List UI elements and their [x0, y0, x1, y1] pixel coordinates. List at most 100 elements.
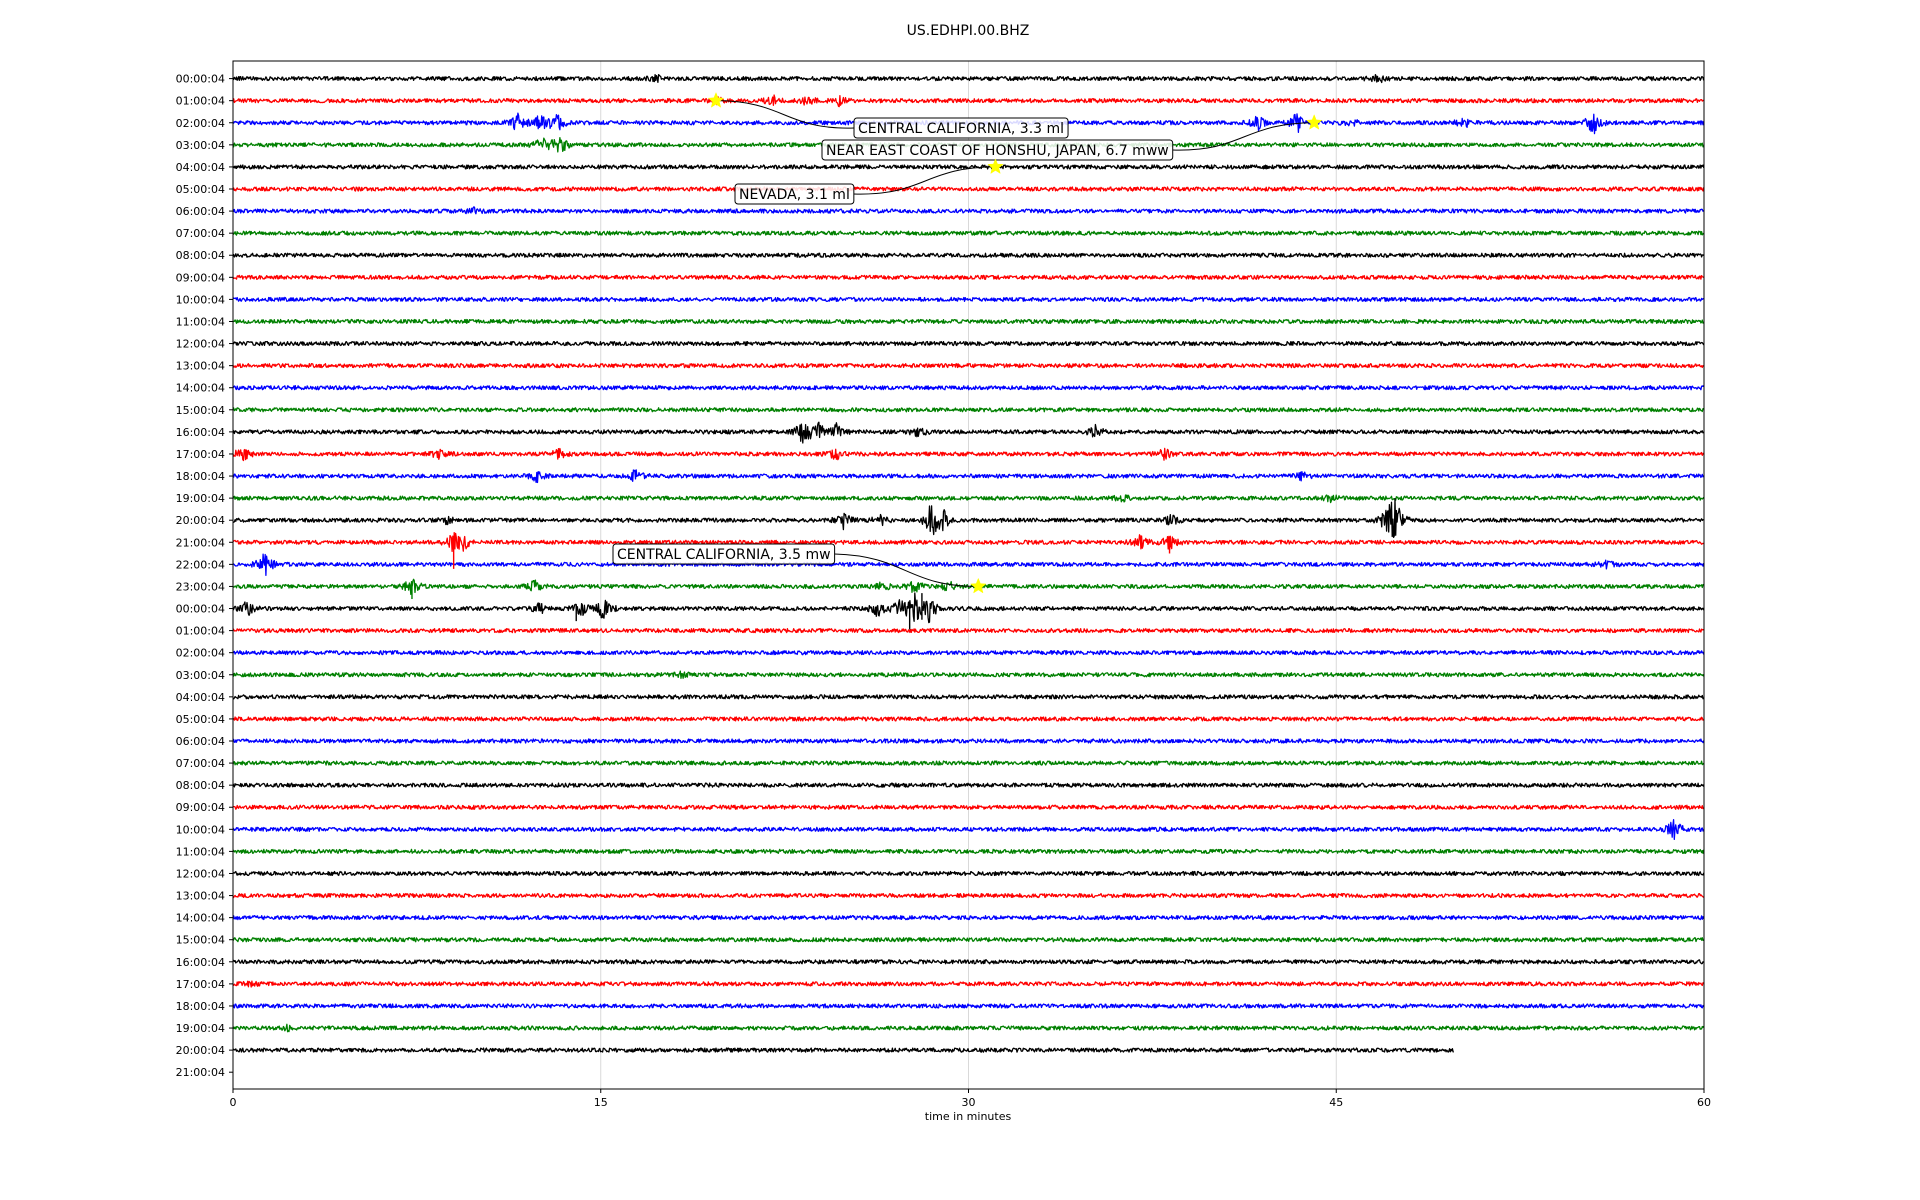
- row-label-2: 02:00:04: [176, 117, 225, 130]
- row-label-10: 10:00:04: [176, 293, 225, 306]
- event-annotation-2: NEVADA, 3.1 ml: [734, 158, 1004, 205]
- row-label-14: 14:00:04: [176, 382, 225, 395]
- row-label-4: 04:00:04: [176, 161, 225, 174]
- trace-row-32: [232, 782, 1705, 788]
- row-label-12: 12:00:04: [176, 338, 225, 351]
- trace-row-33: [232, 804, 1705, 810]
- row-label-30: 06:00:04: [176, 735, 225, 748]
- row-label-13: 13:00:04: [176, 360, 225, 373]
- trace-row-39: [232, 937, 1704, 943]
- trace-row-25: [232, 627, 1705, 634]
- row-label-8: 08:00:04: [176, 249, 225, 262]
- row-label-20: 20:00:04: [176, 514, 225, 527]
- trace-row-13: [232, 363, 1705, 369]
- trace-row-38: [232, 915, 1705, 921]
- x-tick-label-30: 30: [962, 1096, 976, 1109]
- row-label-25: 01:00:04: [176, 625, 225, 638]
- event-annotation-3: CENTRAL CALIFORNIA, 3.5 mw: [612, 543, 987, 594]
- row-label-7: 07:00:04: [176, 227, 225, 240]
- event-star-icon-2: [987, 158, 1004, 174]
- row-label-0: 00:00:04: [176, 73, 225, 86]
- row-label-23: 23:00:04: [176, 580, 225, 593]
- trace-row-34: [232, 818, 1705, 841]
- trace-row-29: [232, 716, 1705, 722]
- event-label-2: NEVADA, 3.1 ml: [739, 187, 850, 203]
- row-label-15: 15:00:04: [176, 404, 225, 417]
- event-star-icon-1: [1305, 114, 1323, 130]
- event-connector-0: [715, 100, 855, 129]
- x-axis-ticks: 0 15 30 45 60: [230, 1089, 1711, 1109]
- trace-row-41: [232, 980, 1705, 988]
- event-connector-1: [1172, 122, 1315, 151]
- event-annotations: CENTRAL CALIFORNIA, 3.3 ml NEAR EAST COAS…: [612, 92, 1323, 594]
- trace-row-36: [232, 870, 1705, 877]
- trace-row-14: [232, 385, 1705, 391]
- row-label-33: 09:00:04: [176, 801, 225, 814]
- trace-row-42: [232, 1003, 1705, 1009]
- row-label-16: 16:00:04: [176, 426, 225, 439]
- trace-row-19: [232, 494, 1705, 504]
- x-axis-label: time in minutes: [925, 1110, 1012, 1123]
- row-label-37: 13:00:04: [176, 890, 225, 903]
- event-annotation-1: NEAR EAST COAST OF HONSHU, JAPAN, 6.7 mw…: [821, 114, 1323, 161]
- row-label-42: 18:00:04: [176, 1000, 225, 1013]
- row-label-45: 21:00:04: [176, 1066, 225, 1079]
- row-label-11: 11:00:04: [176, 315, 225, 328]
- row-label-44: 20:00:04: [176, 1044, 225, 1057]
- row-label-21: 21:00:04: [176, 536, 225, 549]
- row-label-9: 09:00:04: [176, 271, 225, 284]
- x-tick-label-15: 15: [594, 1096, 608, 1109]
- row-label-18: 18:00:04: [176, 470, 225, 483]
- row-label-35: 11:00:04: [176, 845, 225, 858]
- trace-row-24: [232, 592, 1705, 624]
- trace-row-10: [232, 296, 1704, 303]
- row-label-39: 15:00:04: [176, 934, 225, 947]
- trace-row-4: [232, 164, 1705, 170]
- event-label-3: CENTRAL CALIFORNIA, 3.5 mw: [617, 547, 831, 563]
- row-label-43: 19:00:04: [176, 1022, 225, 1035]
- x-tick-label-45: 45: [1329, 1096, 1343, 1109]
- trace-row-18: [232, 469, 1705, 484]
- trace-row-22: [232, 553, 1705, 576]
- row-label-6: 06:00:04: [176, 205, 225, 218]
- event-label-box-3: [612, 543, 836, 565]
- trace-row-0: [232, 73, 1705, 84]
- trace-row-37: [232, 892, 1705, 899]
- trace-row-16: [232, 421, 1705, 444]
- trace-row-12: [232, 340, 1705, 347]
- row-label-38: 14:00:04: [176, 912, 225, 925]
- x-tick-label-0: 0: [230, 1096, 237, 1109]
- seismic-traces: [232, 73, 1705, 1053]
- trace-row-43: [232, 1023, 1705, 1033]
- chart-title: US.EDHPI.00.BHZ: [907, 23, 1030, 39]
- trace-row-35: [232, 848, 1705, 855]
- x-tick-label-60: 60: [1697, 1096, 1711, 1109]
- row-label-1: 01:00:04: [176, 95, 225, 108]
- trace-row-6: [232, 206, 1705, 215]
- event-label-box-2: [734, 183, 855, 205]
- row-label-19: 19:00:04: [176, 492, 225, 505]
- event-connector-3: [834, 553, 979, 587]
- row-labels: 00:00:04 01:00:04 02:00:04 03:00:04 04:00:04…: [176, 73, 233, 1079]
- trace-row-28: [232, 694, 1705, 700]
- row-label-36: 12:00:04: [176, 867, 225, 880]
- event-annotation-0: CENTRAL CALIFORNIA, 3.3 ml: [707, 92, 1069, 139]
- trace-row-1: [232, 94, 1704, 108]
- row-label-31: 07:00:04: [176, 757, 225, 770]
- event-connector-2: [853, 166, 996, 195]
- trace-row-26: [232, 650, 1705, 656]
- row-label-27: 03:00:04: [176, 669, 225, 682]
- trace-row-8: [232, 252, 1705, 258]
- trace-row-44: [232, 1047, 1454, 1053]
- row-label-34: 10:00:04: [176, 823, 225, 836]
- event-star-icon-3: [970, 577, 987, 594]
- row-label-26: 02:00:04: [176, 647, 225, 660]
- trace-row-11: [232, 318, 1705, 325]
- event-label-box-1: [821, 139, 1174, 161]
- row-label-22: 22:00:04: [176, 558, 225, 571]
- trace-row-7: [232, 230, 1705, 236]
- row-label-32: 08:00:04: [176, 779, 225, 792]
- trace-row-30: [232, 738, 1705, 744]
